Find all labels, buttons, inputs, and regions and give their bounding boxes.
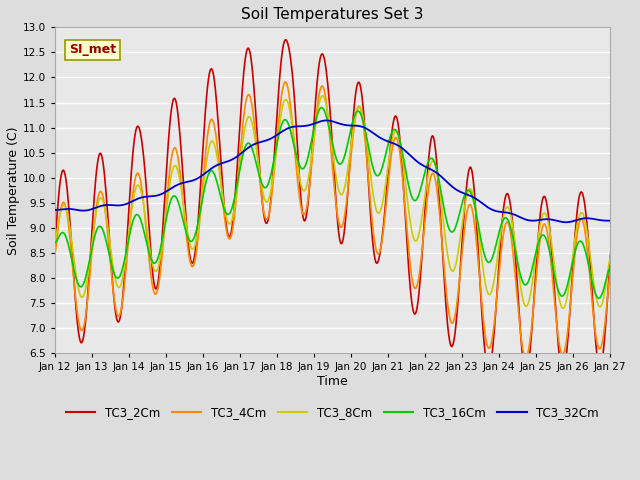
TC3_8Cm [195, 219, 203, 225]
TC3_16Cm [534, 241, 542, 247]
TC3_4Cm [607, 266, 614, 272]
TC3_16Cm [318, 105, 326, 110]
TC3_4Cm [473, 240, 481, 246]
TC3_4Cm [535, 246, 543, 252]
TC3_32Cm [292, 124, 300, 130]
TC3_8Cm [603, 276, 611, 282]
TC3_2Cm [51, 240, 59, 246]
TC3_8Cm [559, 305, 566, 311]
TC3_16Cm [51, 240, 59, 246]
TC3_8Cm [172, 163, 179, 168]
TC3_2Cm [522, 371, 530, 377]
TC3_32Cm [534, 217, 542, 223]
TC3_32Cm [473, 196, 481, 202]
TC3_2Cm [603, 307, 611, 312]
TC3_4Cm [51, 251, 59, 256]
TC3_4Cm [172, 145, 179, 151]
TC3_8Cm [473, 212, 481, 218]
TC3_16Cm [195, 215, 203, 220]
Title: Soil Temperatures Set 3: Soil Temperatures Set 3 [241, 7, 424, 22]
TC3_16Cm [473, 212, 481, 218]
TC3_8Cm [607, 255, 614, 261]
Line: TC3_2Cm: TC3_2Cm [55, 40, 611, 374]
Line: TC3_8Cm: TC3_8Cm [55, 96, 611, 308]
TC3_2Cm [282, 37, 289, 43]
TC3_16Cm [292, 149, 300, 155]
TC3_8Cm [319, 93, 326, 98]
TC3_32Cm [51, 207, 59, 213]
TC3_4Cm [603, 303, 611, 309]
TC3_16Cm [603, 274, 611, 280]
TC3_4Cm [282, 79, 289, 85]
TC3_2Cm [473, 220, 481, 226]
TC3_32Cm [195, 175, 203, 180]
TC3_2Cm [607, 250, 614, 256]
TC3_2Cm [195, 204, 203, 210]
TC3_32Cm [323, 118, 330, 123]
TC3_8Cm [292, 146, 300, 152]
Line: TC3_4Cm: TC3_4Cm [55, 82, 611, 358]
TC3_16Cm [172, 193, 179, 199]
TC3_4Cm [522, 355, 530, 360]
TC3_32Cm [562, 219, 570, 225]
Text: SI_met: SI_met [69, 43, 116, 56]
X-axis label: Time: Time [317, 375, 348, 388]
TC3_4Cm [195, 225, 203, 230]
TC3_32Cm [603, 218, 611, 224]
TC3_8Cm [51, 236, 59, 242]
TC3_4Cm [292, 163, 300, 169]
TC3_32Cm [607, 218, 614, 224]
TC3_2Cm [535, 225, 543, 231]
TC3_16Cm [607, 264, 614, 270]
Line: TC3_16Cm: TC3_16Cm [55, 108, 611, 298]
TC3_16Cm [595, 295, 603, 301]
TC3_8Cm [534, 235, 542, 240]
Y-axis label: Soil Temperature (C): Soil Temperature (C) [7, 126, 20, 254]
Line: TC3_32Cm: TC3_32Cm [55, 120, 611, 222]
TC3_32Cm [172, 183, 179, 189]
TC3_2Cm [172, 96, 179, 102]
TC3_2Cm [292, 122, 300, 128]
Legend: TC3_2Cm, TC3_4Cm, TC3_8Cm, TC3_16Cm, TC3_32Cm: TC3_2Cm, TC3_4Cm, TC3_8Cm, TC3_16Cm, TC3… [61, 402, 604, 424]
